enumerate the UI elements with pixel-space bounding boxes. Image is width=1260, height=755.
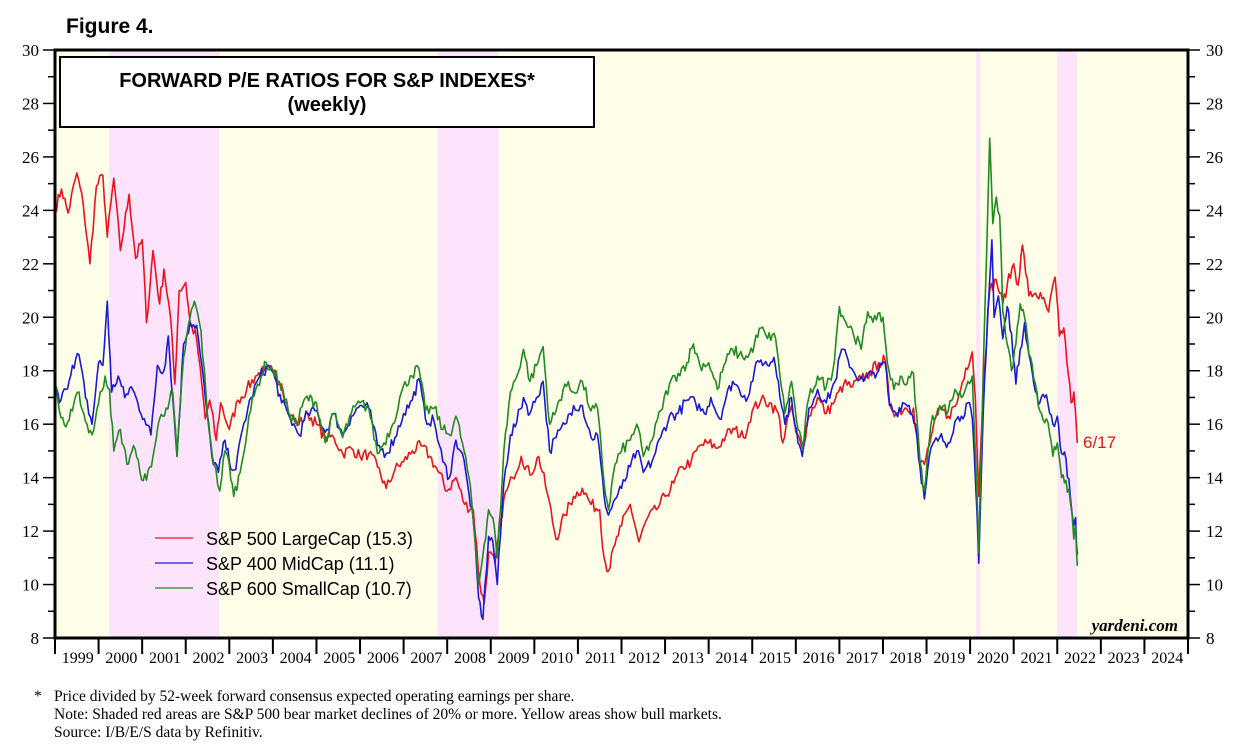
y-tick-label-left: 28 <box>22 94 39 113</box>
bear-market-band <box>976 50 981 638</box>
bull-market-area <box>55 50 1188 638</box>
x-tick-label: 2022 <box>1064 650 1096 667</box>
x-tick-label: 2010 <box>541 650 573 667</box>
y-tick-label-right: 18 <box>1206 362 1223 381</box>
y-tick-label-right: 30 <box>1206 41 1223 60</box>
x-tick-label: 2006 <box>367 650 399 667</box>
legend: S&P 500 LargeCap (15.3) S&P 400 MidCap (… <box>155 529 413 599</box>
x-tick-label: 1999 <box>62 650 94 667</box>
footnote-2: Note: Shaded red areas are S&P 500 bear … <box>34 706 722 724</box>
x-tick-label: 2021 <box>1020 650 1052 667</box>
legend-item-largecap: S&P 500 LargeCap (15.3) <box>155 529 413 549</box>
y-tick-label-right: 16 <box>1206 415 1223 434</box>
legend-label-midcap: S&P 400 MidCap (11.1) <box>206 554 394 574</box>
y-tick-label-left: 18 <box>22 362 39 381</box>
y-tick-label-left: 14 <box>22 469 40 488</box>
bear-market-band <box>1057 50 1078 638</box>
x-tick-label: 2017 <box>846 650 878 667</box>
x-tick-label: 2009 <box>498 650 530 667</box>
legend-item-smallcap: S&P 600 SmallCap (10.7) <box>155 579 412 599</box>
y-tick-label-left: 30 <box>22 41 39 60</box>
footnote-note: Note: Shaded red areas are S&P 500 bear … <box>54 706 722 723</box>
x-tick-label: 2005 <box>323 650 355 667</box>
x-tick-label: 2008 <box>454 650 486 667</box>
x-tick-label: 2003 <box>236 650 268 667</box>
y-tick-label-right: 12 <box>1206 522 1223 541</box>
x-tick-label: 2020 <box>977 650 1009 667</box>
x-tick-label: 2001 <box>149 650 181 667</box>
y-tick-label-right: 24 <box>1206 201 1224 220</box>
footnote-marker: * <box>34 688 42 705</box>
y-tick-label-right: 20 <box>1206 308 1223 327</box>
y-tick-label-right: 22 <box>1206 255 1223 274</box>
y-tick-label-left: 12 <box>22 522 39 541</box>
figure-label: Figure 4. <box>66 15 154 38</box>
x-tick-label: 2007 <box>410 650 442 667</box>
bear-market-band <box>109 50 220 638</box>
x-tick-label: 2019 <box>933 650 965 667</box>
y-tick-label-left: 24 <box>22 201 40 220</box>
y-tick-label-left: 22 <box>22 255 39 274</box>
footnote-1: * Price divided by 52-week forward conse… <box>34 688 722 706</box>
y-tick-label-left: 26 <box>22 148 39 167</box>
x-tick-label: 2018 <box>890 650 922 667</box>
bear-market-band <box>437 50 499 638</box>
x-tick-label: 2004 <box>280 650 312 667</box>
chart-title: FORWARD P/E RATIOS FOR S&P INDEXES* <box>119 70 535 92</box>
legend-label-largecap: S&P 500 LargeCap (15.3) <box>206 529 413 549</box>
legend-label-smallcap: S&P 600 SmallCap (10.7) <box>206 579 412 599</box>
chart-subtitle: (weekly) <box>288 94 367 116</box>
footnote-text: Price divided by 52-week forward consens… <box>54 688 575 705</box>
x-tick-label: 2016 <box>803 650 835 667</box>
x-axis: 1999 2000 2001 2002 2003 2004 2005 2006 2007 2008… <box>54 638 1189 667</box>
y-tick-label-left: 16 <box>22 415 39 434</box>
series-lines <box>54 137 1079 621</box>
x-tick-label: 2013 <box>672 650 704 667</box>
y-tick-label-right: 10 <box>1206 576 1223 595</box>
y-tick-label-right: 14 <box>1206 469 1224 488</box>
series-line-largecap <box>54 172 1079 605</box>
series-line-midcap <box>54 239 1079 621</box>
title-box: FORWARD P/E RATIOS FOR S&P INDEXES* (wee… <box>59 56 595 128</box>
legend-item-midcap: S&P 400 MidCap (11.1) <box>155 554 394 574</box>
end-date-annotation: 6/17 <box>1083 433 1116 452</box>
footnote-3: Source: I/B/E/S data by Refinitiv. <box>34 724 722 742</box>
y-tick-label-left: 8 <box>31 629 40 648</box>
x-tick-label: 2015 <box>759 650 791 667</box>
x-tick-label: 2002 <box>193 650 225 667</box>
x-tick-label: 2011 <box>585 650 616 667</box>
watermark: yardeni.com <box>1090 616 1178 635</box>
x-tick-label: 2023 <box>1108 650 1140 667</box>
x-tick-label: 2012 <box>628 650 660 667</box>
y-tick-label-right: 28 <box>1206 94 1223 113</box>
y-tick-label-right: 8 <box>1206 629 1215 648</box>
y-axis-left: 8 10 12 14 16 18 20 22 24 26 28 30 <box>22 41 55 648</box>
y-axis-right: 8 10 12 14 16 18 20 22 24 26 28 30 <box>1188 41 1224 648</box>
x-tick-label: 2000 <box>105 650 137 667</box>
y-tick-label-right: 26 <box>1206 148 1223 167</box>
market-regime-shading <box>55 50 1188 638</box>
y-tick-label-left: 20 <box>22 308 39 327</box>
footnote-source: Source: I/B/E/S data by Refinitiv. <box>54 724 263 741</box>
footnotes: * Price divided by 52-week forward conse… <box>34 688 722 742</box>
x-tick-label: 2014 <box>715 650 747 667</box>
x-tick-label: 2024 <box>1151 650 1183 667</box>
y-tick-label-left: 10 <box>22 576 39 595</box>
series-line-smallcap <box>54 137 1079 586</box>
